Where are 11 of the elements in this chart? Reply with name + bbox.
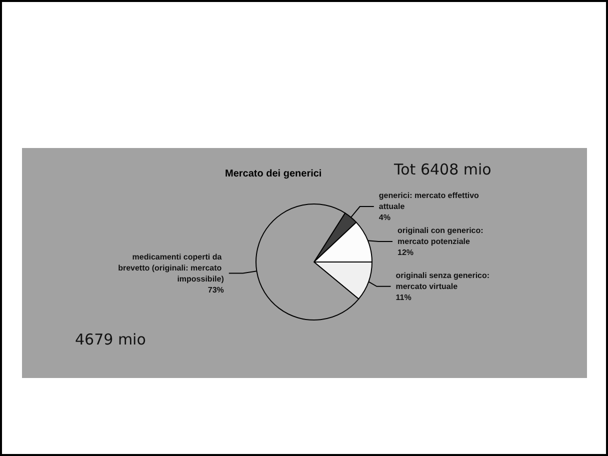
data-label: 12% — [398, 248, 414, 258]
text: 4679 mio — [75, 330, 146, 348]
slice-label: medicamenti coperti da brevetto (originali: mercato impossibile) — [118, 252, 224, 284]
data-label: 73% — [208, 285, 224, 294]
slice-label: originali con generico: mercato potenziale — [398, 226, 486, 246]
slice-label: originali senza generico: mercato virtuale — [396, 270, 492, 291]
data-label: 11% — [396, 292, 412, 302]
data-label: 4% — [378, 213, 390, 222]
text: Tot 6408 mio — [393, 160, 492, 178]
slice-label: generici: mercato effettivo attuale — [378, 191, 482, 212]
chart-title: Mercato dei generici — [225, 168, 322, 180]
